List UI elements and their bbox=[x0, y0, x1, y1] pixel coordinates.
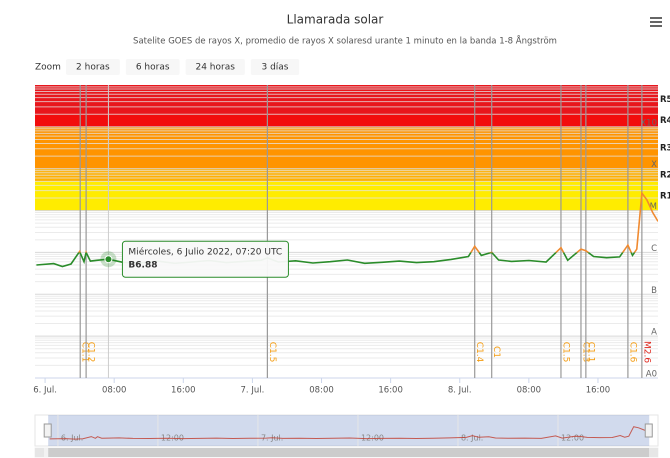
chart-title: Llamarada solar bbox=[287, 13, 384, 27]
chart-subtitle: Satelite GOES de rayos X, promedio de ra… bbox=[133, 35, 557, 47]
x-tick-label: 16:00 bbox=[171, 386, 196, 396]
zoom-button[interactable] bbox=[250, 59, 300, 75]
tooltip-title: Miércoles, 6 Julio 2022, 07:20 UTC bbox=[128, 247, 282, 258]
y-tick-label: A bbox=[651, 328, 657, 338]
navigator-series bbox=[49, 426, 650, 440]
flare-label: C1.2 bbox=[86, 342, 96, 363]
band-label: R3 bbox=[660, 143, 670, 153]
scrollbar-left[interactable] bbox=[35, 448, 44, 457]
y-tick-label: X bbox=[651, 160, 657, 170]
hover-marker bbox=[104, 255, 113, 264]
tooltip-box bbox=[121, 240, 289, 278]
band-label: R1 bbox=[660, 191, 670, 201]
zoom-button-label[interactable]: 3 días bbox=[261, 63, 288, 73]
flare-label: C1.1 bbox=[80, 342, 90, 363]
y-tick-label: C bbox=[651, 244, 657, 254]
zoom-button[interactable] bbox=[125, 59, 180, 75]
y-tick-label: X10 bbox=[640, 118, 657, 128]
y-tick-label: M bbox=[650, 202, 657, 212]
zoom-button[interactable] bbox=[66, 59, 120, 75]
navigator-tick-label: 12:00 bbox=[561, 434, 584, 443]
zoom-button[interactable] bbox=[185, 59, 245, 75]
flare-label: C1.5 bbox=[267, 342, 277, 363]
zoom-button-label[interactable]: 24 horas bbox=[195, 63, 235, 73]
y-tick-label: B bbox=[651, 286, 657, 296]
x-tick-label: 7. Jul. bbox=[241, 386, 265, 396]
flare-label: M2.6 bbox=[641, 341, 651, 363]
alert-band bbox=[35, 114, 658, 127]
band-label: R2 bbox=[660, 171, 670, 181]
flare-label: C1 bbox=[491, 346, 501, 358]
x-tick-label: 08:00 bbox=[102, 386, 127, 396]
navigator-tick-label: 12:00 bbox=[361, 434, 384, 443]
y-tick-label: A0 bbox=[646, 370, 657, 380]
navigator-handle[interactable] bbox=[43, 423, 52, 438]
navigator-handle[interactable] bbox=[644, 423, 653, 438]
x-tick-label: 8. Jul. bbox=[448, 386, 472, 396]
navigator-tick-label: 8. Jul. bbox=[461, 434, 483, 443]
menu-button[interactable] bbox=[650, 17, 662, 27]
flare-label: C1.4 bbox=[474, 342, 484, 363]
navigator-tick-label: 6. Jul. bbox=[61, 434, 83, 443]
flare-label: C1.1 bbox=[585, 342, 595, 363]
alert-band bbox=[35, 181, 658, 211]
band-label: R5 bbox=[660, 95, 670, 105]
x-tick-label: 16:00 bbox=[378, 386, 403, 396]
navigator-mask bbox=[48, 415, 650, 446]
alert-band bbox=[35, 85, 658, 115]
tooltip-value: B6.88 bbox=[128, 261, 157, 271]
flare-label: C1.6 bbox=[627, 342, 637, 363]
zoom-button-label[interactable]: 2 horas bbox=[76, 63, 110, 73]
band-label: R4 bbox=[660, 116, 670, 126]
x-tick-label: 08:00 bbox=[517, 386, 542, 396]
x-tick-label: 16:00 bbox=[586, 386, 611, 396]
flare-label: C1.5 bbox=[560, 342, 570, 363]
x-tick-label: 08:00 bbox=[309, 386, 334, 396]
scrollbar-thumb[interactable] bbox=[48, 448, 650, 457]
zoom-label: Zoom bbox=[35, 63, 61, 73]
x-tick-label: 6. Jul. bbox=[33, 386, 57, 396]
scrollbar-right[interactable] bbox=[649, 448, 658, 457]
navigator-frame bbox=[34, 414, 659, 447]
zoom-button-label[interactable]: 6 horas bbox=[136, 63, 170, 73]
